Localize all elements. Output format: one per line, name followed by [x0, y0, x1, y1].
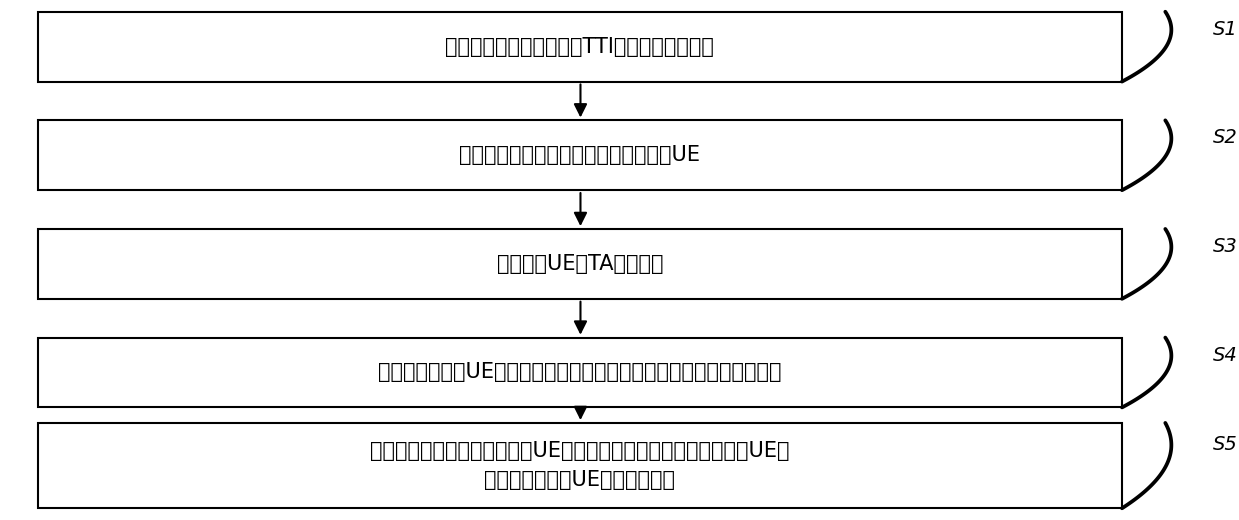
FancyBboxPatch shape — [37, 12, 1123, 82]
Text: S1: S1 — [1213, 20, 1238, 38]
Text: 获取每个调度的调度周期TTI中可用的调度资源: 获取每个调度的调度周期TTI中可用的调度资源 — [446, 36, 715, 57]
FancyBboxPatch shape — [37, 229, 1123, 299]
Text: 去除当前调度队列中没有待发送数据的UE: 去除当前调度队列中没有待发送数据的UE — [460, 145, 700, 165]
FancyBboxPatch shape — [37, 423, 1123, 508]
FancyBboxPatch shape — [37, 337, 1123, 407]
Text: 更新激活UE的TA调节因子: 更新激活UE的TA调节因子 — [497, 254, 663, 274]
Text: S5: S5 — [1213, 435, 1238, 454]
Text: 功率能力，调用UE缓存中的数据: 功率能力，调用UE缓存中的数据 — [484, 470, 675, 490]
FancyBboxPatch shape — [37, 120, 1123, 190]
Text: S2: S2 — [1213, 128, 1238, 147]
Text: 获取本次待调度UE的优先级，并根据优先级从高到低进行调度队列排列: 获取本次待调度UE的优先级，并根据优先级从高到低进行调度队列排列 — [378, 362, 782, 383]
Text: 按照调度队列优先级依次调度UE，根据当前可用的调度资源大小和UE的: 按照调度队列优先级依次调度UE，根据当前可用的调度资源大小和UE的 — [370, 441, 789, 461]
Text: S3: S3 — [1213, 237, 1238, 256]
Text: S4: S4 — [1213, 345, 1238, 365]
